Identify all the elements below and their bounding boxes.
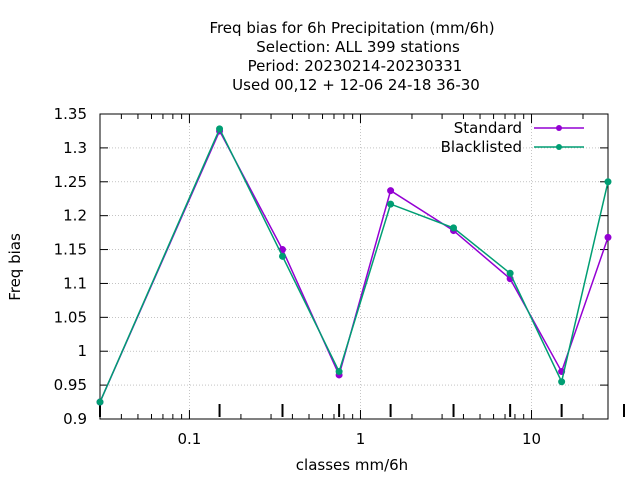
data-point	[216, 125, 224, 133]
data-point	[604, 233, 612, 241]
legend-label-standard: Standard	[454, 119, 522, 137]
x-tick-label: 10	[522, 430, 541, 448]
grid	[100, 114, 608, 419]
y-tick-label: 1.2	[63, 207, 87, 225]
y-tick-label: 1.05	[54, 308, 87, 326]
x-tick-label: 0.1	[178, 430, 202, 448]
data-point	[96, 398, 104, 406]
y-tick-label: 1.3	[63, 139, 87, 157]
title-line-3: Period: 20230214-20230331	[248, 57, 463, 75]
legend-marker	[556, 125, 562, 131]
y-tick-label: 1.15	[54, 241, 87, 259]
data-point	[335, 368, 343, 376]
data-point	[450, 224, 458, 232]
y-tick-label: 1.25	[54, 173, 87, 191]
x-axis-label: classes mm/6h	[296, 456, 408, 474]
x-tick-labels: 0.1 1 10	[178, 430, 542, 448]
y-axis-label: Freq bias	[6, 233, 24, 301]
data-point	[387, 200, 395, 208]
title-line-1: Freq bias for 6h Precipitation (mm/6h)	[209, 19, 494, 37]
series-line	[99, 127, 609, 403]
x-tick-label: 1	[356, 430, 366, 448]
axis-ticks	[99, 113, 625, 420]
data-point	[387, 187, 395, 195]
data-point	[558, 378, 566, 386]
legend: Standard Blacklisted	[441, 119, 584, 156]
y-tick-labels: 0.9 0.95 1 1.05 1.1 1.15 1.2 1.25 1.3 1.35	[54, 105, 87, 428]
series-blacklisted	[96, 125, 612, 406]
legend-marker	[556, 144, 562, 150]
title-line-2: Selection: ALL 399 stations	[256, 38, 460, 56]
series-standard	[96, 127, 612, 406]
chart-title: Freq bias for 6h Precipitation (mm/6h) S…	[209, 19, 494, 94]
data-series	[96, 125, 612, 406]
title-line-4: Used 00,12 + 12-06 24-18 36-30	[232, 76, 480, 94]
data-point	[278, 252, 286, 260]
plot-frame	[99, 113, 609, 420]
y-tick-label: 0.9	[63, 410, 87, 428]
data-point	[506, 269, 514, 277]
legend-label-blacklisted: Blacklisted	[441, 138, 522, 156]
y-tick-label: 1.1	[63, 274, 87, 292]
data-point	[604, 178, 612, 186]
y-tick-label: 0.95	[54, 376, 87, 394]
y-tick-label: 1.35	[54, 105, 87, 123]
y-tick-label: 1	[77, 342, 87, 360]
